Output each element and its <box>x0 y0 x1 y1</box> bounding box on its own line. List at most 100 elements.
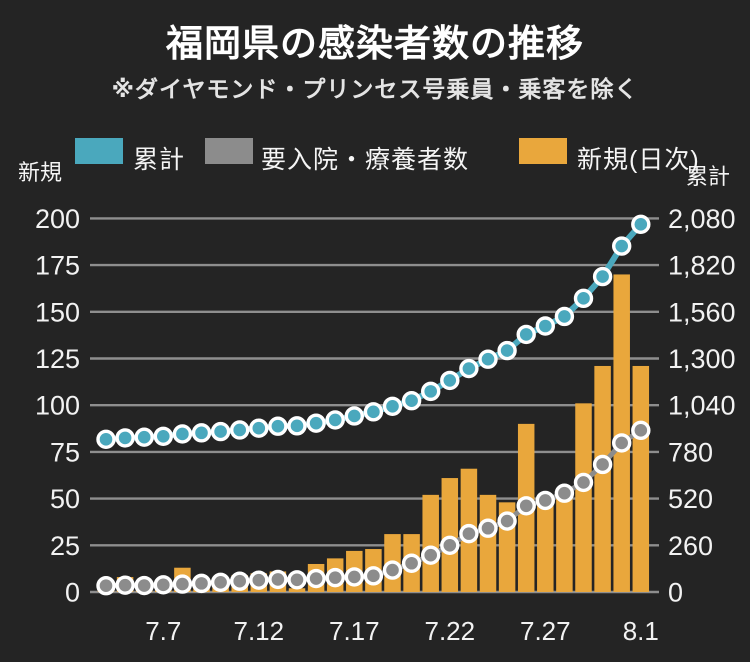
y-axis-tick-left: 0 <box>65 578 80 608</box>
daily-bar <box>556 492 573 592</box>
care-point <box>516 496 536 516</box>
care-point <box>153 575 174 595</box>
cumulative-point <box>478 349 498 369</box>
cumulative-point <box>421 381 441 402</box>
care-point <box>115 575 135 595</box>
cumulative-point <box>249 418 269 438</box>
y-axis-tick-left: 50 <box>50 484 80 514</box>
cumulative-point <box>363 402 384 422</box>
daily-bar <box>441 478 459 592</box>
care-point <box>134 575 154 596</box>
care-point <box>497 511 517 531</box>
care-point <box>478 518 498 538</box>
daily-bar <box>632 365 650 592</box>
y-axis-tick-right: 0 <box>668 578 683 608</box>
care-point <box>268 569 288 590</box>
care-point <box>459 523 479 544</box>
y-axis-tick-right: 260 <box>668 531 713 561</box>
y-axis-tick-right: 2,080 <box>668 204 736 234</box>
right-axis-label: 累計 <box>686 164 731 189</box>
care-point <box>306 568 326 589</box>
care-point <box>344 567 364 587</box>
cumulative-point <box>229 420 250 440</box>
cumulative-point <box>535 316 555 336</box>
y-axis-tick-right: 1,040 <box>668 391 736 421</box>
daily-bar <box>422 494 439 592</box>
cumulative-point <box>268 416 288 436</box>
cumulative-point <box>325 410 345 430</box>
legend-label-care: 要入院・療養者数 <box>261 146 470 174</box>
x-axis-tick: 7.22 <box>424 616 475 646</box>
cumulative-point <box>134 427 154 447</box>
care-point <box>592 454 613 475</box>
x-axis-tick: 7.27 <box>520 616 571 646</box>
cumulative-point <box>612 236 632 256</box>
y-axis-tick-left: 175 <box>35 251 80 281</box>
cumulative-point <box>516 324 536 345</box>
y-axis-tick-right: 520 <box>668 484 713 514</box>
legend-label-daily: 新規(日次) <box>577 146 700 174</box>
x-axis-tick: 7.7 <box>145 616 181 646</box>
daily-bar <box>594 365 611 592</box>
daily-bar <box>575 403 592 592</box>
cumulative-point <box>115 428 135 448</box>
cumulative-point <box>191 423 212 443</box>
care-point <box>249 570 269 590</box>
cumulative-point <box>344 406 364 426</box>
care-point <box>210 572 231 593</box>
care-point <box>631 420 651 441</box>
y-axis-tick-left: 25 <box>50 531 80 561</box>
cumulative-point <box>382 396 403 416</box>
page-title: 福岡県の感染者数の推移 <box>166 23 584 64</box>
y-axis-tick-right: 1,300 <box>668 344 736 374</box>
legend-swatch-daily <box>519 138 567 164</box>
cumulative-point <box>459 358 479 379</box>
cumulative-point <box>306 413 326 433</box>
cumulative-point <box>497 340 517 361</box>
legend-swatch-care <box>205 138 253 164</box>
cumulative-point <box>172 424 193 444</box>
care-point <box>554 483 575 503</box>
daily-bar <box>479 494 497 592</box>
cumulative-point <box>573 288 594 309</box>
care-point <box>229 571 250 591</box>
daily-bar <box>537 504 554 592</box>
cumulative-point <box>96 429 116 450</box>
page-subtitle: ※ダイヤモンド・プリンセス号乗員・乗客を除く <box>111 76 639 102</box>
cumulative-point <box>210 421 231 442</box>
care-point <box>401 553 422 573</box>
cumulative-point <box>554 306 575 327</box>
daily-bar <box>288 588 306 592</box>
cumulative-point <box>401 391 422 411</box>
x-axis-tick: 8.1 <box>623 616 659 646</box>
y-axis-tick-left: 200 <box>35 204 80 234</box>
cumulative-point <box>287 416 307 436</box>
y-axis-tick-right: 1,820 <box>668 251 736 281</box>
care-point <box>382 560 403 580</box>
left-axis-label: 新規 <box>18 160 63 185</box>
y-axis-tick-left: 100 <box>35 391 80 421</box>
x-axis-tick: 7.17 <box>329 616 380 646</box>
care-point <box>421 545 441 565</box>
y-axis-tick-left: 75 <box>50 437 80 467</box>
care-point <box>573 472 594 493</box>
care-point <box>612 433 632 453</box>
legend-swatch-cumulative <box>75 138 123 164</box>
cumulative-point <box>440 370 460 391</box>
care-point <box>287 570 307 590</box>
care-point <box>535 490 555 511</box>
care-point <box>191 573 212 594</box>
care-point <box>325 567 345 588</box>
x-axis-tick: 7.12 <box>233 616 284 646</box>
y-axis-tick-right: 780 <box>668 437 713 467</box>
y-axis-tick-left: 150 <box>35 297 80 327</box>
cumulative-point <box>592 266 613 287</box>
care-point <box>96 576 116 596</box>
legend-label-cumulative: 累計 <box>133 146 186 174</box>
care-point <box>440 535 460 555</box>
cumulative-point <box>153 426 174 446</box>
cumulative-point <box>631 214 651 235</box>
care-point <box>172 574 193 594</box>
